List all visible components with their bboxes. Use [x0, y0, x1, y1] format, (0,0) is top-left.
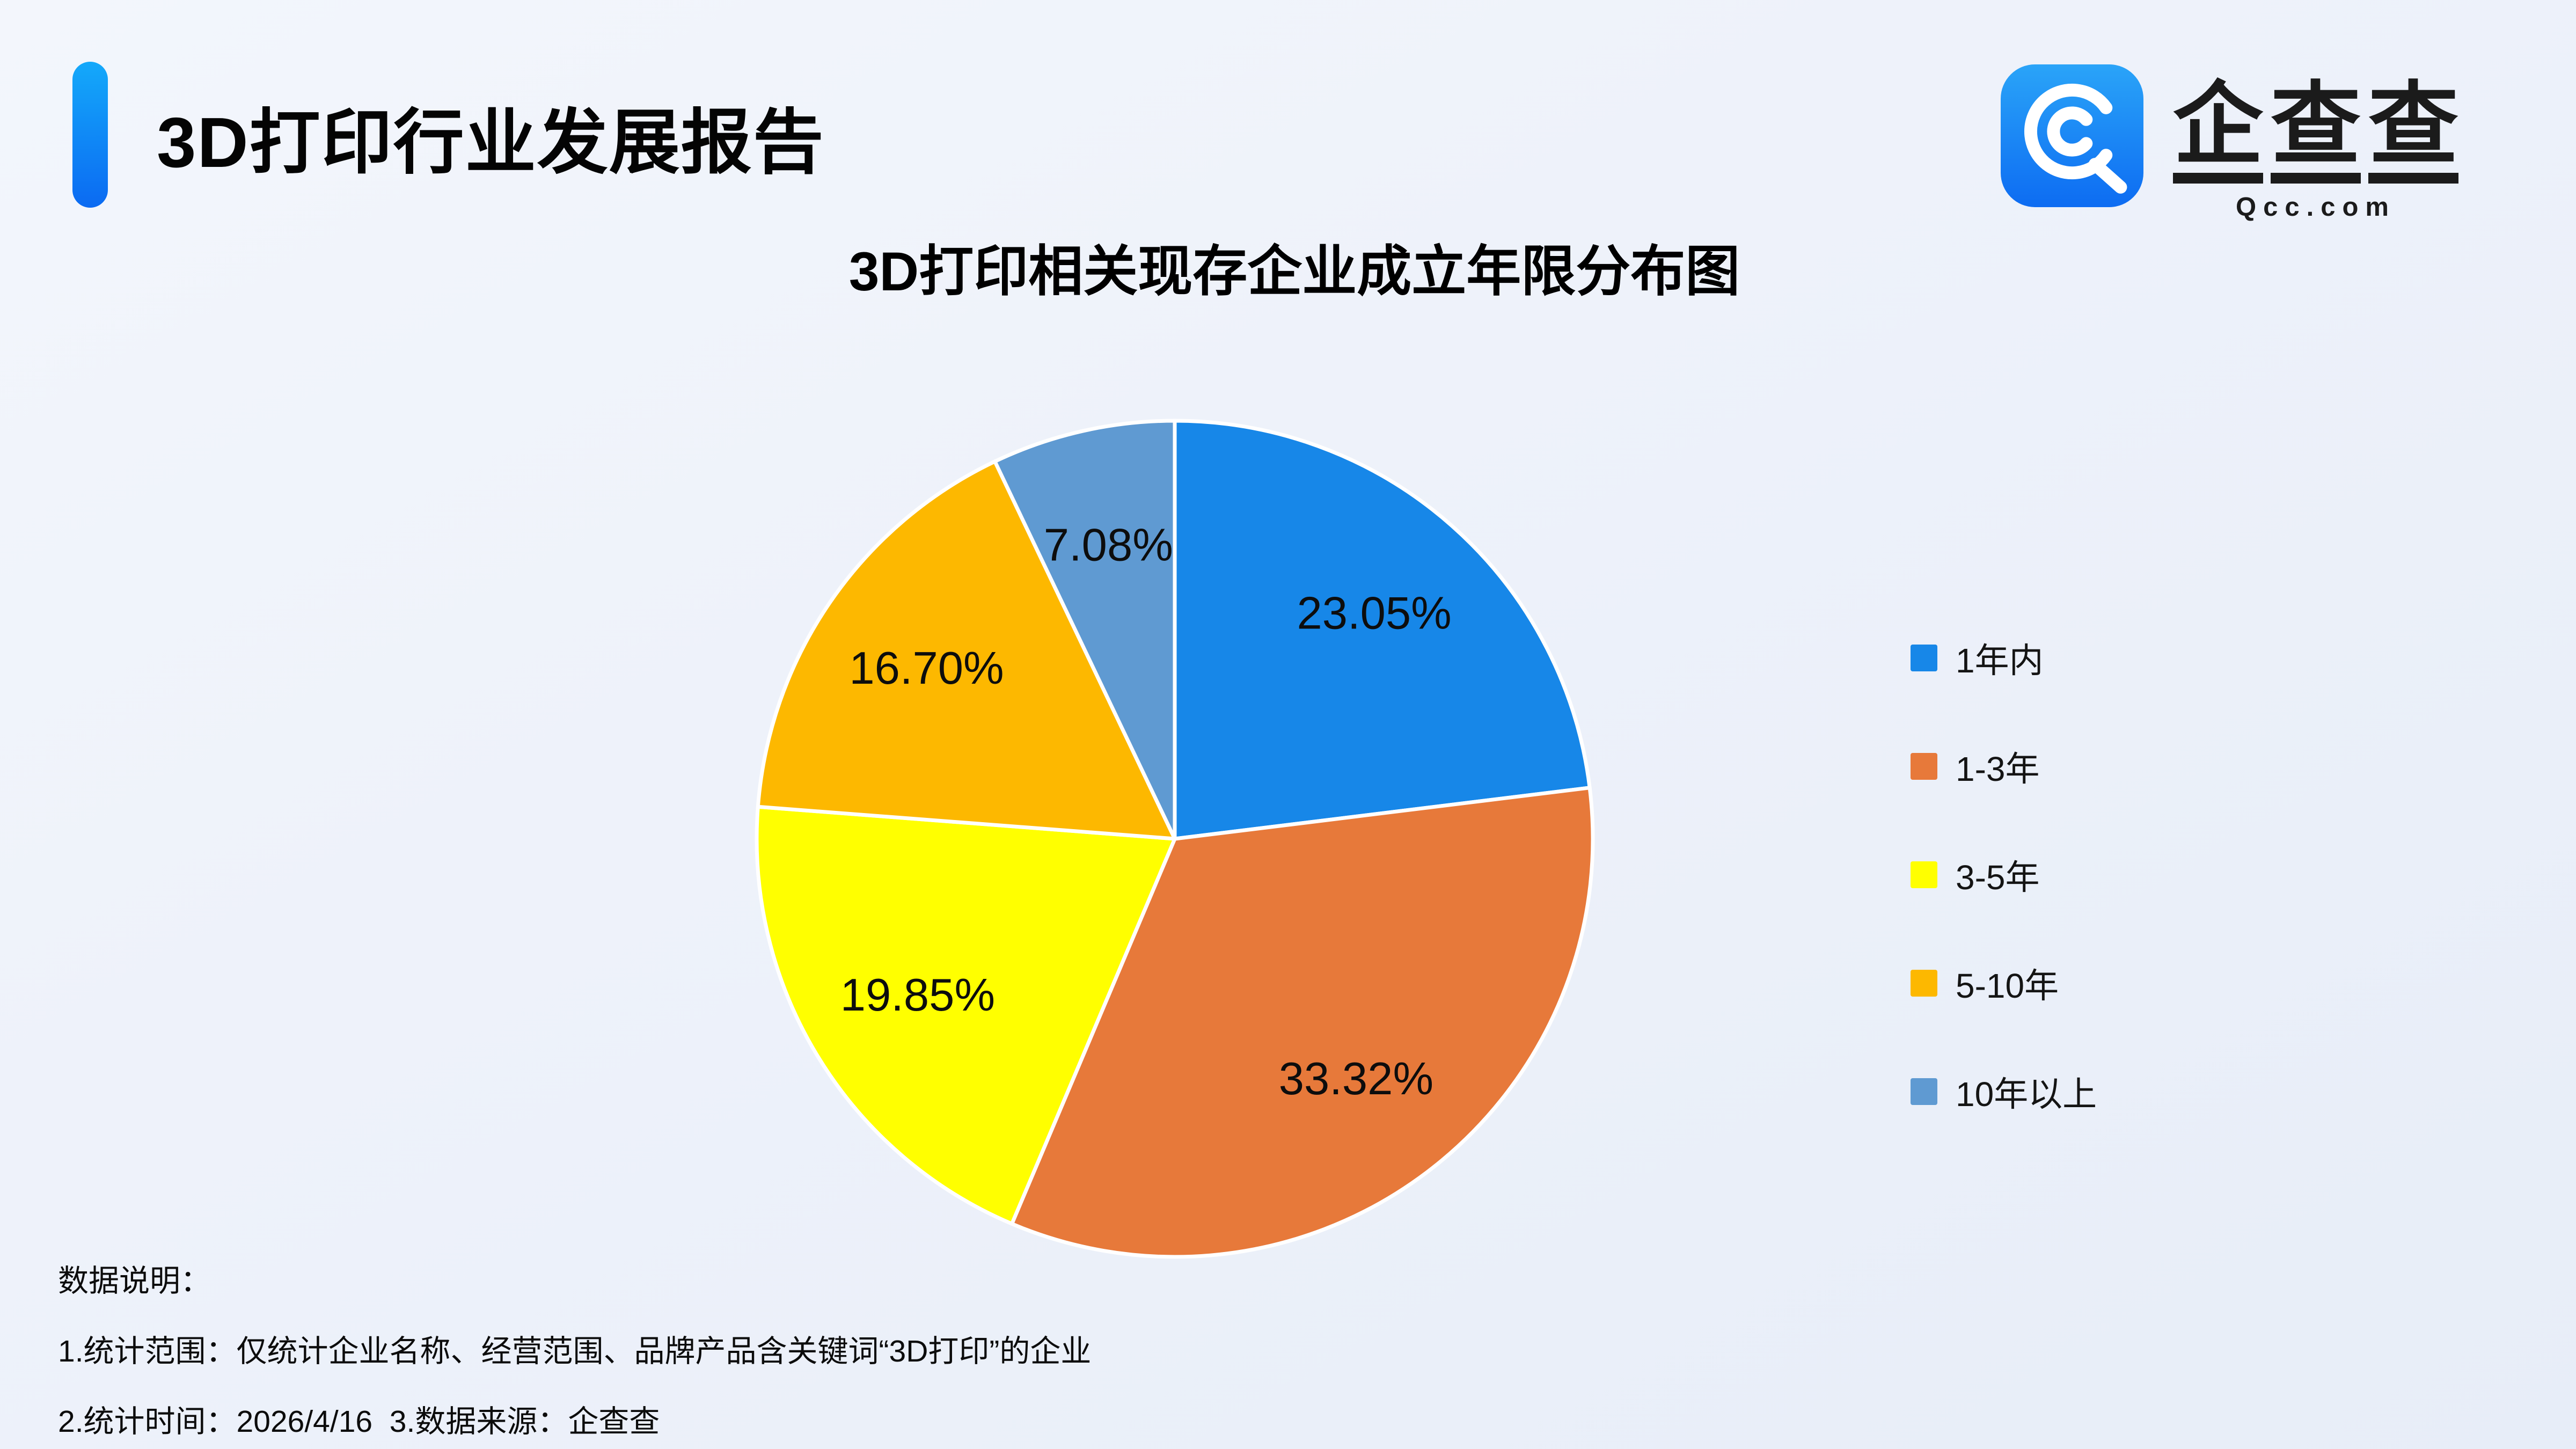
pie-slice-3-5年 [755, 804, 1177, 1226]
legend-item-3-5年: 3-5年 [1911, 850, 2097, 899]
qcc-logo-text: 企查查 Qcc.com [2169, 79, 2462, 222]
legend-item-5-10年: 5-10年 [1911, 958, 2097, 1008]
chart-legend: 1年内 1-3年 3-5年 5-10年 10年以上 [1911, 633, 2097, 1116]
title-accent-bar [72, 62, 108, 208]
data-notes-line2: 2.统计时间：2026/4/16 3.数据来源：企查查 [58, 1404, 660, 1439]
page-title: 3D打印行业发展报告 [157, 103, 825, 182]
legend-item-1-3年: 1-3年 [1911, 742, 2097, 791]
logo-char: 企 [2173, 79, 2263, 184]
legend-label: 5-10年 [1956, 967, 2059, 1005]
legend-marker [1911, 1078, 1937, 1105]
logo-char: 查 [2271, 79, 2361, 184]
logo-char: 查 [2368, 79, 2458, 184]
qcc-logo-icon [2001, 64, 2143, 207]
pie-chart: 23.05% 33.32% 19.85% 16.70% 7.08% [755, 419, 1595, 1259]
pie-label-3-5年: 19.85% [840, 970, 995, 1021]
chart-title: 3D打印相关现存企业成立年限分布图 [848, 241, 1740, 302]
legend-item-10年以上: 10年以上 [1911, 1067, 2097, 1116]
pie-slice-10年以上 [993, 419, 1177, 841]
pie-label-10年以上: 7.08% [1044, 519, 1173, 570]
pie-slice-1-3年 [1010, 786, 1595, 1259]
legend-item-1年内: 1年内 [1911, 633, 2097, 683]
qcc-logo-name: 企查查 [2169, 79, 2462, 184]
legend-label: 3-5年 [1956, 858, 2040, 897]
legend-label: 10年以上 [1956, 1075, 2097, 1114]
pie-slice-1年内 [1173, 419, 1592, 841]
legend-marker [1911, 861, 1937, 888]
data-notes-line1: 1.统计范围：仅统计企业名称、经营范围、品牌产品含关键词“3D打印”的企业 [58, 1334, 1092, 1368]
legend-label: 1年内 [1956, 641, 2044, 680]
pie-label-5-10年: 16.70% [849, 643, 1004, 694]
pie-label-1年内: 23.05% [1297, 588, 1451, 639]
pie-slice-5-10年 [756, 459, 1177, 841]
legend-marker [1911, 753, 1937, 780]
data-notes: 数据说明： 1.统计范围：仅统计企业名称、经营范围、品牌产品含关键词“3D打印”… [58, 1246, 1091, 1449]
legend-label: 1-3年 [1956, 750, 2040, 788]
legend-marker [1911, 645, 1937, 671]
legend-marker [1911, 970, 1937, 997]
pie-label-1-3年: 33.32% [1279, 1053, 1433, 1104]
data-notes-heading: 数据说明： [58, 1264, 211, 1298]
qcc-logo-domain: Qcc.com [2236, 193, 2396, 222]
qcc-logo: 企查查 Qcc.com [2001, 64, 2462, 222]
